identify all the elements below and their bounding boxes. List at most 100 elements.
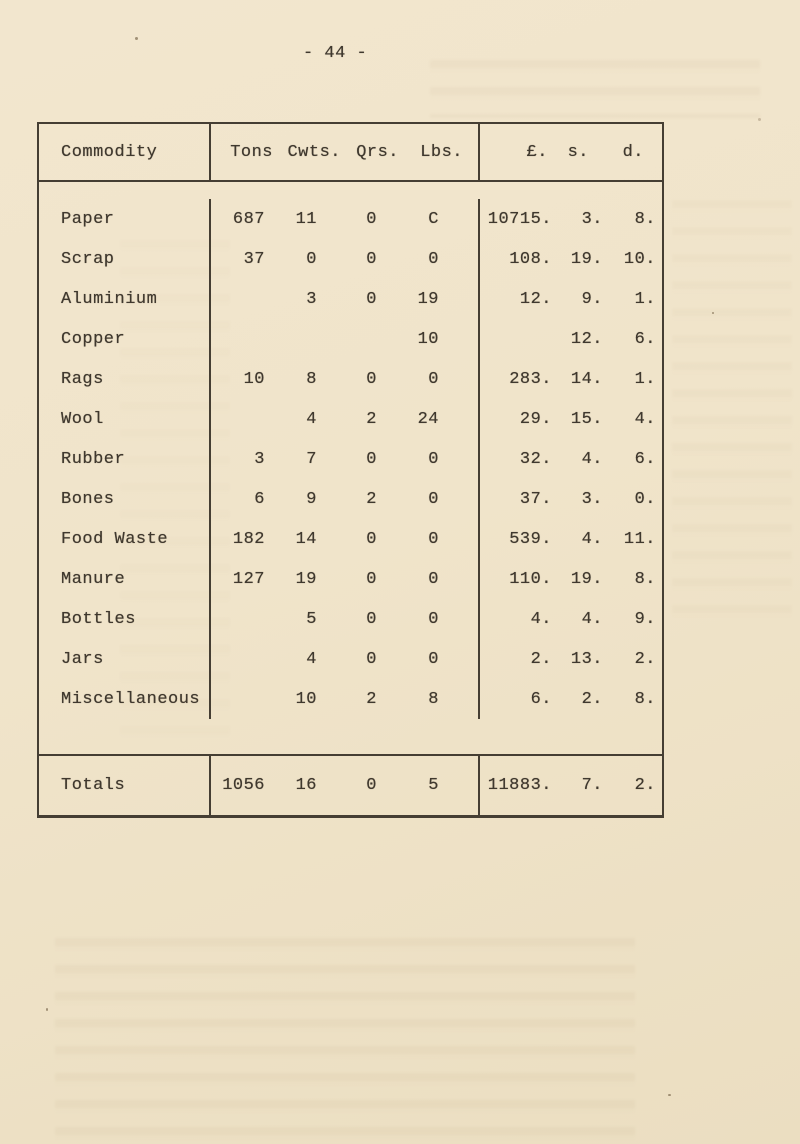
- row-weights: 10 8 0 0: [211, 359, 480, 399]
- pounds-value: 2.: [530, 649, 552, 669]
- commodity-label: Paper: [39, 199, 211, 239]
- table-row: Paper 687 11 0 C 10715. 3. 8.: [39, 199, 662, 239]
- totals-tons: 1056: [222, 776, 265, 795]
- totals-row: Totals 1056 16 0 5 11883. 7. 2.: [39, 754, 662, 815]
- header-shillings: s.: [567, 142, 589, 162]
- shillings-value: 13.: [570, 649, 603, 669]
- pence-value: 0.: [634, 489, 656, 509]
- totals-qrs: 0: [366, 776, 377, 795]
- lbs-value: 0: [428, 369, 439, 389]
- bleed-through-smudge: [430, 60, 760, 118]
- qrs-value: 0: [366, 569, 377, 589]
- commodity-label: Copper: [39, 319, 211, 359]
- table-header-row: Commodity Tons Cwts. Qrs. Lbs. £. s. d.: [39, 124, 662, 182]
- tons-value: 127: [232, 569, 265, 589]
- row-weights: 37 0 0 0: [211, 239, 480, 279]
- pounds-value: 6.: [530, 689, 552, 709]
- lbs-value: 0: [428, 529, 439, 549]
- commodity-label: Rubber: [39, 439, 211, 479]
- totals-weights: 1056 16 0 5: [211, 756, 480, 815]
- page-number: - 44 -: [303, 44, 368, 63]
- tons-value: [211, 690, 265, 709]
- row-weights: 127 19 0 0: [211, 559, 480, 599]
- tons-value: 6: [254, 489, 265, 509]
- header-pounds: £.: [526, 142, 548, 162]
- cwts-value: 10: [295, 689, 317, 709]
- tons-value: [211, 650, 265, 669]
- table-row: Food Waste 182 14 0 0 539. 4. 11.: [39, 519, 662, 559]
- row-money: 29. 15. 4.: [480, 399, 658, 439]
- qrs-value: 2: [366, 489, 377, 509]
- shillings-value: 19.: [570, 569, 603, 589]
- totals-cwts: 16: [295, 776, 317, 795]
- pounds-value: 108.: [509, 249, 552, 269]
- table-row: Bones 6 9 2 0 37. 3. 0.: [39, 479, 662, 519]
- paper-speck: [758, 118, 761, 121]
- commodity-table: Commodity Tons Cwts. Qrs. Lbs. £. s. d. …: [37, 122, 664, 818]
- commodity-label: Miscellaneous: [39, 679, 211, 719]
- row-weights: 10 2 8: [211, 679, 480, 719]
- lbs-value: 19: [417, 289, 439, 309]
- lbs-value: 0: [428, 609, 439, 629]
- shillings-value: 9.: [581, 289, 603, 309]
- qrs-value: [317, 330, 377, 349]
- commodity-label: Scrap: [39, 239, 211, 279]
- pence-value: 2.: [634, 649, 656, 669]
- table-row: Rags 10 8 0 0 283. 14. 1.: [39, 359, 662, 399]
- row-weights: 10: [211, 319, 480, 359]
- cwts-value: 4: [306, 649, 317, 669]
- lbs-value: 8: [428, 689, 439, 709]
- cwts-value: [265, 330, 317, 349]
- table-row: Aluminium 3 0 19 12. 9. 1.: [39, 279, 662, 319]
- pounds-value: 539.: [509, 529, 552, 549]
- pounds-value: 37.: [519, 489, 552, 509]
- pounds-value: 32.: [519, 449, 552, 469]
- row-money: 110. 19. 8.: [480, 559, 658, 599]
- pence-value: 1.: [634, 289, 656, 309]
- table-body: Paper 687 11 0 C 10715. 3. 8. Scrap 37 0…: [39, 182, 662, 754]
- qrs-value: 0: [366, 249, 377, 269]
- table-row: Scrap 37 0 0 0 108. 19. 10.: [39, 239, 662, 279]
- table-row: Rubber 3 7 0 0 32. 4. 6.: [39, 439, 662, 479]
- tons-value: 687: [232, 209, 265, 229]
- row-weights: 5 0 0: [211, 599, 480, 639]
- commodity-label: Bones: [39, 479, 211, 519]
- pence-value: 6.: [634, 329, 656, 349]
- row-money: 12. 9. 1.: [480, 279, 658, 319]
- cwts-value: 14: [295, 529, 317, 549]
- pence-value: 8.: [634, 689, 656, 709]
- totals-pounds: 11883.: [487, 776, 552, 795]
- commodity-label: Aluminium: [39, 279, 211, 319]
- pounds-value: 110.: [509, 569, 552, 589]
- pence-value: 11.: [623, 529, 656, 549]
- qrs-value: 0: [366, 609, 377, 629]
- qrs-value: 0: [366, 449, 377, 469]
- row-money: 10715. 3. 8.: [480, 199, 658, 239]
- pounds-value: 283.: [509, 369, 552, 389]
- lbs-value: C: [428, 209, 439, 229]
- pence-value: 8.: [634, 209, 656, 229]
- row-weights: 6 9 2 0: [211, 479, 480, 519]
- tons-value: 37: [243, 249, 265, 269]
- tons-value: [211, 610, 265, 629]
- shillings-value: 2.: [581, 689, 603, 709]
- pence-value: 9.: [634, 609, 656, 629]
- cwts-value: 11: [295, 209, 317, 229]
- commodity-label: Food Waste: [39, 519, 211, 559]
- pounds-value: 10715.: [487, 209, 552, 229]
- lbs-value: 0: [428, 649, 439, 669]
- shillings-value: 3.: [581, 489, 603, 509]
- header-commodity: Commodity: [39, 124, 211, 180]
- paper-speck: [712, 312, 714, 314]
- cwts-value: 8: [306, 369, 317, 389]
- cwts-value: 0: [306, 249, 317, 269]
- lbs-value: 0: [428, 489, 439, 509]
- row-weights: 687 11 0 C: [211, 199, 480, 239]
- pounds-value: 12.: [519, 289, 552, 309]
- row-money: 539. 4. 11.: [480, 519, 658, 559]
- commodity-label: Bottles: [39, 599, 211, 639]
- row-money: 4. 4. 9.: [480, 599, 658, 639]
- shillings-value: 4.: [581, 529, 603, 549]
- lbs-value: 0: [428, 569, 439, 589]
